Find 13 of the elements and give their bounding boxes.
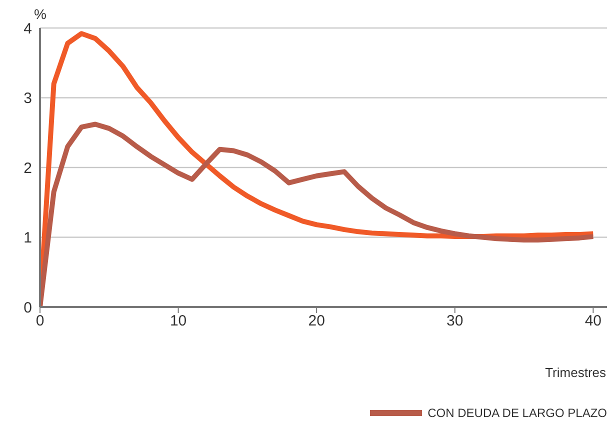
y-tick-label: 2 — [24, 160, 32, 177]
y-tick-label: 4 — [24, 20, 32, 38]
y-tick-label: 0 — [24, 299, 32, 316]
x-tick-label: 20 — [308, 312, 325, 330]
x-tick-label: 40 — [584, 312, 602, 330]
x-tick-label: 30 — [446, 312, 464, 330]
legend-label: CON DEUDA DE LARGO PLAZO — [428, 406, 607, 420]
y-axis-title: % — [34, 6, 46, 22]
x-tick-label: 10 — [170, 312, 187, 330]
x-axis-title: Trimestres — [545, 365, 606, 380]
y-tick-label: 3 — [24, 90, 32, 108]
x-tick-label: 0 — [36, 312, 44, 330]
y-tick-label: 1 — [24, 230, 32, 247]
